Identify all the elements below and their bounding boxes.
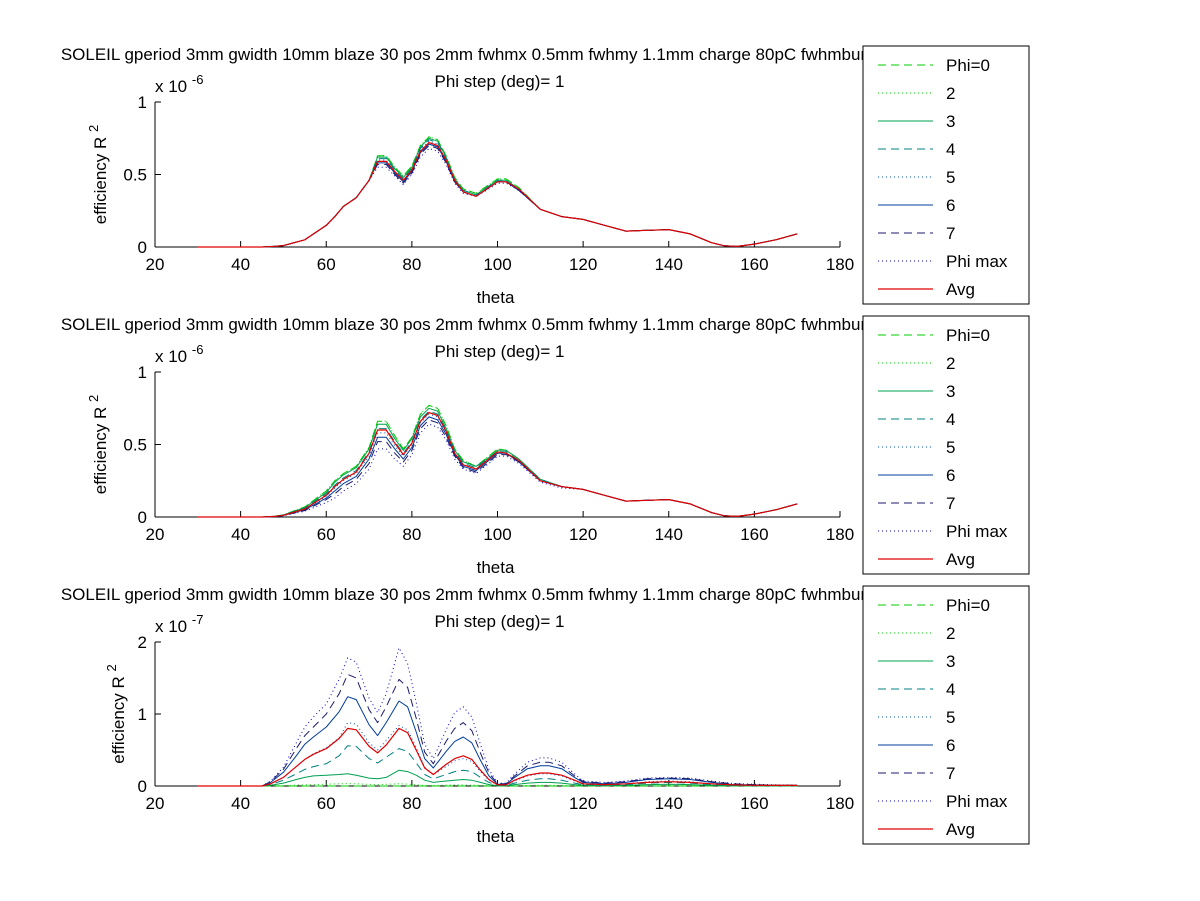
legend-label: 2 (946, 354, 955, 373)
x-axis-label: theta (477, 288, 515, 307)
y-axis-label: efficiency R 2 (86, 395, 110, 495)
x-tick-label: 120 (569, 794, 597, 813)
x-tick-label: 160 (740, 255, 768, 274)
legend-label: 5 (946, 708, 955, 727)
y-tick-label: 1 (138, 363, 147, 382)
legend-label: 4 (946, 680, 955, 699)
x-tick-label: 100 (483, 255, 511, 274)
x-tick-label: 120 (569, 525, 597, 544)
x-tick-label: 140 (655, 255, 683, 274)
legend-label: Avg (946, 820, 975, 839)
series-line-9 (197, 412, 798, 518)
legend-label: Phi=0 (946, 56, 990, 75)
y-tick-label: 1 (138, 705, 147, 724)
y-axis-label: efficiency R 2 (86, 125, 110, 225)
legend-label: 2 (946, 624, 955, 643)
y-exponent-label: x 10 -6 (155, 342, 203, 366)
legend-label: 2 (946, 84, 955, 103)
x-tick-label: 40 (231, 794, 250, 813)
legend-label: 6 (946, 196, 955, 215)
y-tick-label: 0 (138, 777, 147, 796)
y-tick-label: 0.5 (123, 436, 147, 455)
series-line-4 (197, 745, 798, 787)
y-exponent-label: x 10 -6 (155, 72, 203, 96)
x-tick-label: 100 (483, 525, 511, 544)
series-line-3 (197, 769, 798, 787)
legend-label: 3 (946, 652, 955, 671)
x-tick-label: 80 (402, 255, 421, 274)
legend: Phi=0 2 3 4 5 6 7 Phi max Avg (862, 315, 1030, 575)
legend: Phi=0 2 3 4 5 6 7 Phi max Avg (862, 45, 1030, 305)
chart-subtitle: Phi step (deg)= 1 (435, 72, 565, 91)
legend-label: 3 (946, 382, 955, 401)
y-exponent-label: x 10 -7 (155, 612, 203, 636)
chart-title: SOLEIL gperiod 3mm gwidth 10mm blaze 30 … (61, 585, 934, 631)
series-line-5 (197, 413, 798, 518)
x-tick-label: 120 (569, 255, 597, 274)
x-tick-label: 140 (655, 794, 683, 813)
legend-label: Phi max (946, 252, 1008, 271)
chart-subtitle: Phi step (deg)= 1 (435, 342, 565, 361)
x-axis-label: theta (477, 558, 515, 577)
legend-label: Phi max (946, 792, 1008, 811)
legend-label: 5 (946, 438, 955, 457)
legend-label: 3 (946, 112, 955, 131)
chart-panel-3: SOLEIL gperiod 3mm gwidth 10mm blaze 30 … (61, 585, 1030, 846)
x-axis-label: theta (477, 827, 515, 846)
series-line-8 (197, 647, 798, 787)
x-tick-label: 20 (146, 255, 165, 274)
legend-label: Phi=0 (946, 596, 990, 615)
legend-label: 7 (946, 764, 955, 783)
x-tick-label: 160 (740, 525, 768, 544)
x-tick-label: 80 (402, 794, 421, 813)
series-line-9 (197, 727, 798, 787)
y-tick-label: 1 (138, 93, 147, 112)
chart-title: SOLEIL gperiod 3mm gwidth 10mm blaze 30 … (61, 45, 934, 91)
x-tick-label: 60 (317, 525, 336, 544)
legend-label: 6 (946, 736, 955, 755)
series-line-2 (197, 404, 798, 518)
chart-panel-1: SOLEIL gperiod 3mm gwidth 10mm blaze 30 … (61, 45, 1030, 307)
y-tick-label: 0 (138, 238, 147, 257)
x-tick-label: 40 (231, 255, 250, 274)
legend: Phi=0 2 3 4 5 6 7 Phi max Avg (862, 585, 1030, 845)
chart-title: SOLEIL gperiod 3mm gwidth 10mm blaze 30 … (61, 315, 934, 361)
chart-title-line1: SOLEIL gperiod 3mm gwidth 10mm blaze 30 … (61, 45, 934, 64)
legend-label: 4 (946, 140, 955, 159)
legend-label: 6 (946, 466, 955, 485)
chart-title-line1: SOLEIL gperiod 3mm gwidth 10mm blaze 30 … (61, 315, 934, 334)
legend-label: 7 (946, 224, 955, 243)
x-tick-label: 140 (655, 525, 683, 544)
legend-label: Avg (946, 280, 975, 299)
x-tick-label: 180 (826, 525, 854, 544)
x-tick-label: 100 (483, 794, 511, 813)
legend-label: Phi=0 (946, 326, 990, 345)
x-tick-label: 60 (317, 255, 336, 274)
series-line-6 (197, 696, 798, 787)
y-tick-label: 0.5 (123, 166, 147, 185)
x-tick-label: 40 (231, 525, 250, 544)
y-tick-label: 0 (138, 508, 147, 527)
x-tick-label: 20 (146, 794, 165, 813)
series-line-9 (197, 142, 798, 248)
legend-label: Avg (946, 550, 975, 569)
y-tick-label: 2 (138, 633, 147, 652)
chart-panel-2: SOLEIL gperiod 3mm gwidth 10mm blaze 30 … (61, 315, 1030, 577)
legend-label: 4 (946, 410, 955, 429)
legend-label: 5 (946, 168, 955, 187)
x-tick-label: 20 (146, 525, 165, 544)
legend-label: 7 (946, 494, 955, 513)
x-tick-label: 60 (317, 794, 336, 813)
x-tick-label: 180 (826, 255, 854, 274)
series-line-7 (197, 673, 798, 787)
chart-title-line1: SOLEIL gperiod 3mm gwidth 10mm blaze 30 … (61, 585, 934, 604)
y-axis-label: efficiency R 2 (104, 664, 128, 764)
x-tick-label: 160 (740, 794, 768, 813)
x-tick-label: 80 (402, 525, 421, 544)
x-tick-label: 180 (826, 794, 854, 813)
series-line-5 (197, 722, 798, 787)
chart-subtitle: Phi step (deg)= 1 (435, 612, 565, 631)
legend-label: Phi max (946, 522, 1008, 541)
